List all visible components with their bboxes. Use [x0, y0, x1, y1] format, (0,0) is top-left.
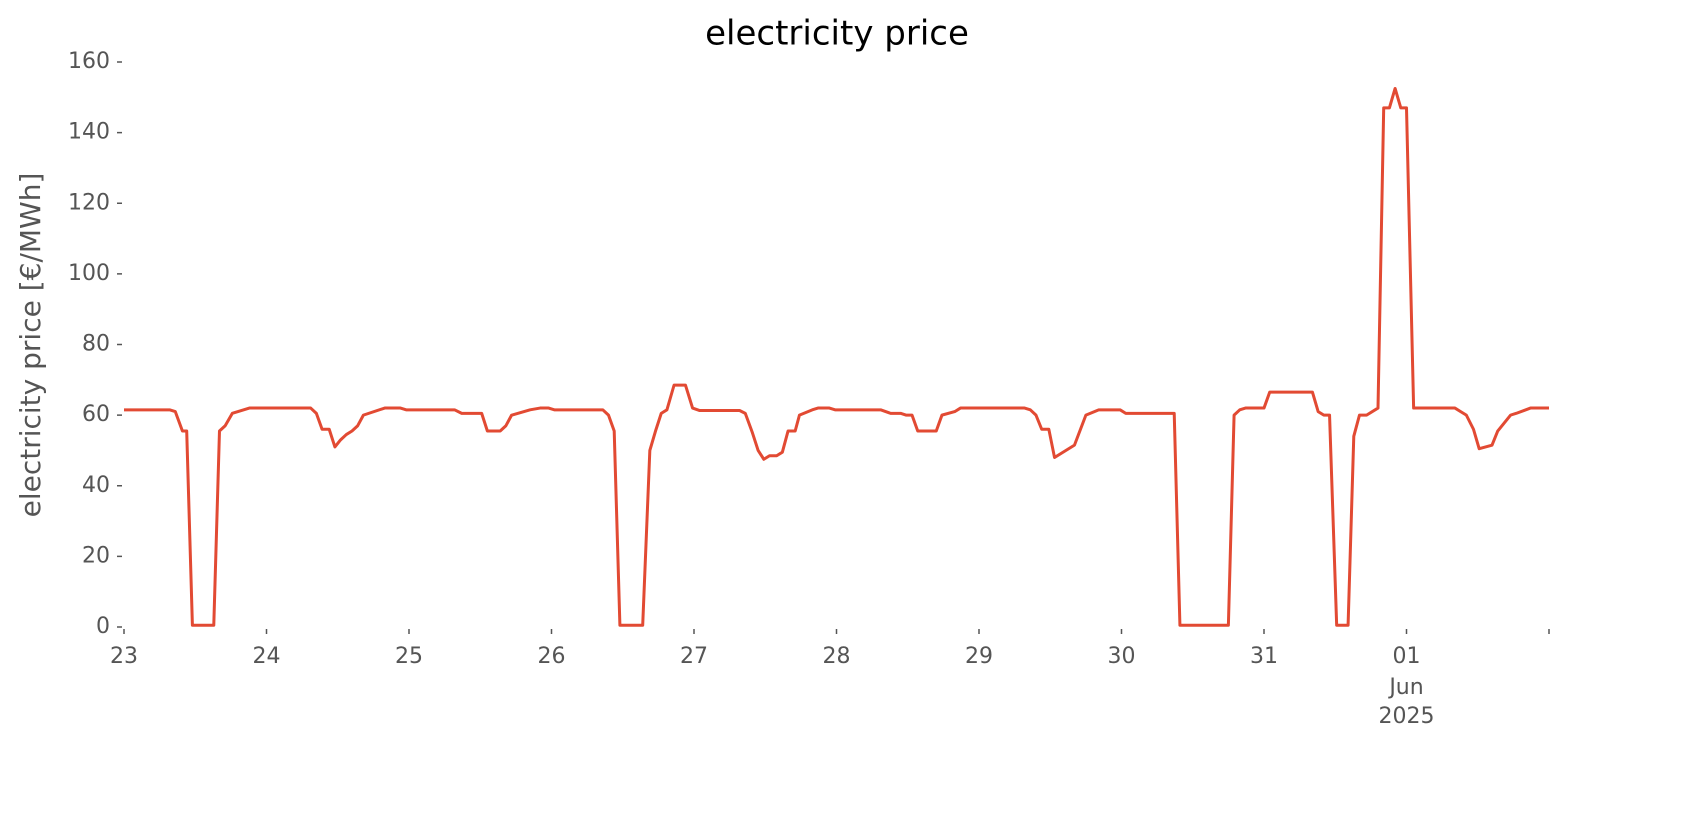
- y-tick-label: 20: [82, 543, 110, 568]
- x-tick-label: 24: [253, 644, 281, 669]
- x-tick-label: 23: [110, 644, 138, 669]
- y-tick-label: 120: [68, 190, 110, 215]
- x-tick-label: 28: [823, 644, 851, 669]
- y-tick-label: 40: [82, 473, 110, 498]
- y-tick-label: 80: [82, 332, 110, 357]
- x-tick-label: 29: [965, 644, 993, 669]
- x-month-label: Jun: [1387, 675, 1423, 700]
- y-axis-label: electricity price [€/MWh]: [14, 173, 47, 518]
- y-tick-label: 140: [68, 120, 110, 145]
- x-tick-label: 01: [1393, 644, 1421, 669]
- price-line: [124, 86, 1549, 627]
- x-tick-label: 25: [395, 644, 423, 669]
- chart-title: electricity price: [705, 14, 969, 54]
- y-tick-label: 100: [68, 261, 110, 286]
- y-tick-label: 60: [82, 402, 110, 427]
- y-tick-label: 160: [68, 49, 110, 74]
- x-tick-label: 31: [1250, 644, 1278, 669]
- x-tick-label: 30: [1108, 644, 1136, 669]
- x-tick-label: 26: [538, 644, 566, 669]
- y-tick-label: 0: [96, 614, 110, 639]
- x-tick-label: 27: [680, 644, 708, 669]
- x-year-label: 2025: [1379, 704, 1435, 729]
